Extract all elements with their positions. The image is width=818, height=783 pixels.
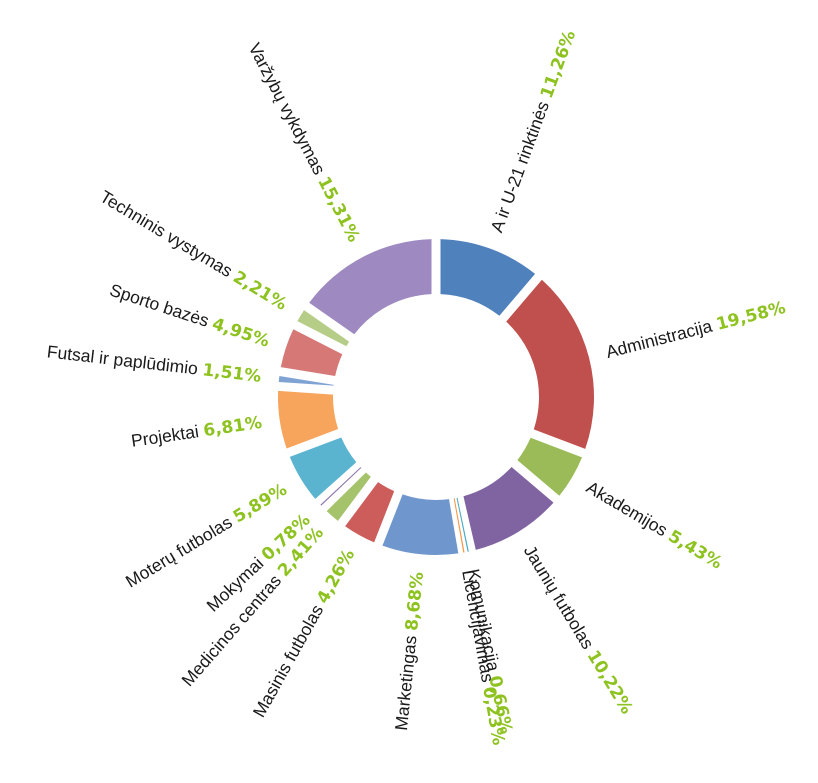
slice-value: 6,81% [202,413,263,441]
slice-varzybu-vykdymas [309,239,432,335]
slice-value: 4,26% [313,546,359,607]
slice-value: 19,58% [714,298,788,335]
slice-name: Administracija [604,314,719,362]
slice-name: Marketingas [391,630,421,732]
slice-label-marketingas: Marketingas 8,68% [391,571,428,732]
slice-label-administracija: Administracija 19,58% [604,297,788,364]
slice-projektai [278,390,339,449]
slice-moteru-futbolas [289,437,357,499]
slice-licencijavimas [453,498,465,553]
slice-akademijos [517,437,583,496]
slice-medicinos-centras [326,472,371,521]
slice-name: Varžybų vykdymas [245,39,332,182]
slice-name: Futsal ir paplūdimio [46,341,204,379]
slice-name: Moterų futbolas [122,509,240,591]
slice-jauniu-futbolas [463,467,554,550]
slice-masinis-futbolas [345,482,395,543]
slice-labels: A ir U-21 rinktinės 11,26% Administracija… [46,27,788,747]
slice-label-projektai: Projektai 6,81% [130,411,264,451]
slice-mokymai [320,467,362,506]
slice-techninis-vystymas [297,310,350,347]
slice-komunikacija [456,497,469,552]
slice-label-futsal-ir-papludimio: Futsal ir paplūdimio 1,51% [46,341,263,387]
slice-label-varzybu-vykdymas: Varžybų vykdymas 15,31% [244,39,365,245]
slice-a-ir-u-21-rinktines [440,239,536,316]
slice-name: Projektai [130,420,205,450]
slice-label-masinis-futbolas: Masinis futbolas 4,26% [248,545,359,721]
slice-value: 8,68% [402,571,428,632]
slice-value: 5,89% [230,480,291,528]
slice-value: 2,21% [229,267,290,315]
slice-value: 15,31% [313,173,363,245]
slice-label-jauniu-futbolas: Jaunių futbolas 10,22% [519,541,638,717]
slice-futsal-ir-papludimio [278,376,334,386]
slice-sporto-bazes [280,329,343,376]
slice-name: Masinis futbolas [248,597,329,721]
slice-name: Akademijos [583,477,675,543]
slice-name: A ir U-21 rinktinės [486,94,554,235]
slice-name: Techninis vystymas [97,186,241,283]
slice-value: 4,95% [210,314,272,351]
slice-value: 10,22% [583,647,637,718]
donut-slices [278,239,594,556]
slice-administracija [506,279,594,449]
slice-name: Sporto bazės [107,279,216,332]
slice-label-akademijos: Akademijos 5,43% [582,477,726,574]
slice-value: 11,26% [537,28,580,101]
slice-label-a-ir-u-21-rinktines: A ir U-21 rinktinės 11,26% [486,27,580,235]
slice-marketingas [382,494,459,556]
slice-value: 1,51% [201,360,262,387]
slice-value: 5,43% [665,526,726,573]
slice-name: Jaunių futbolas [520,541,601,656]
